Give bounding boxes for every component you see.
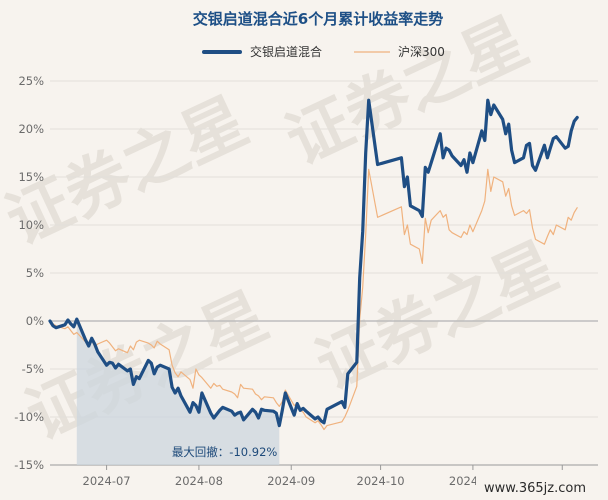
legend-label-index: 沪深300 (398, 45, 445, 59)
site-watermark-bg (476, 474, 608, 500)
series-lines (48, 98, 579, 431)
y-tick-label: 0% (26, 314, 44, 328)
y-tick-label: -10% (14, 410, 44, 424)
series-line-fund (48, 98, 579, 428)
legend: 交银启道混合 沪深300 (202, 44, 445, 59)
y-tick-label: 25% (18, 74, 44, 88)
x-tick-label: 2024-10 (357, 474, 405, 488)
watermark-text-4: 证券之星 (305, 229, 568, 404)
y-axis-ticks: -15% -10% -5% 0% 5% 10% 15% 20% 25% (14, 74, 44, 472)
y-tick-label: 20% (18, 122, 44, 136)
y-tick-label: -15% (14, 458, 44, 472)
x-tick-label: 2024-07 (83, 474, 131, 488)
drawdown-label: 最大回撤：-10.92% (172, 445, 278, 459)
y-tick-label: -5% (22, 362, 44, 376)
x-tick-label: 2024-08 (175, 474, 223, 488)
y-tick-label: 5% (26, 266, 44, 280)
y-tick-label: 10% (18, 218, 44, 232)
x-tick-label: 2024-09 (267, 474, 315, 488)
y-tick-label: 15% (18, 170, 44, 184)
chart-title: 交银启道混合近6个月累计收益率走势 (193, 10, 443, 28)
watermark-text-2: 证券之星 (275, 4, 538, 179)
legend-label-fund: 交银启道混合 (250, 44, 322, 59)
site-watermark: www.365jz.com (484, 481, 586, 496)
